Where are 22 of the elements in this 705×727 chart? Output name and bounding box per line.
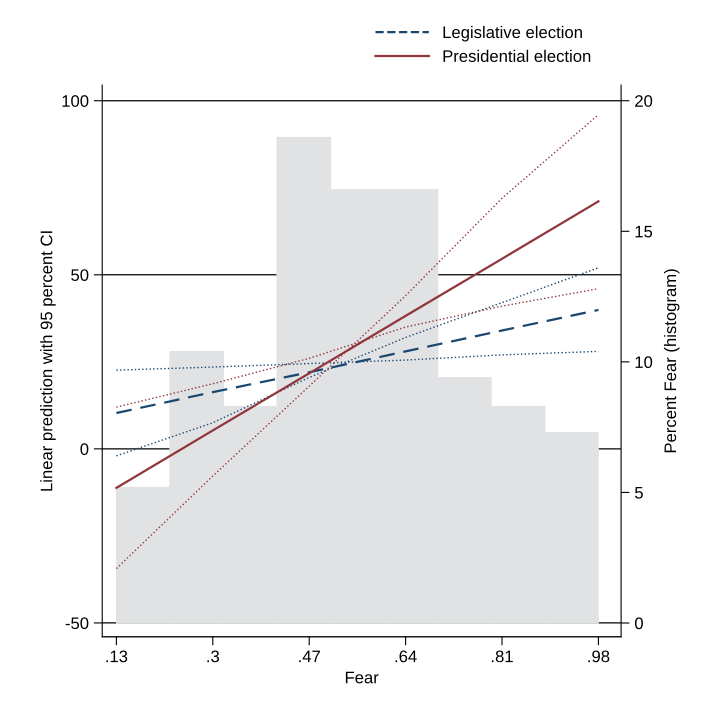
y2-tick-label: 0 [634, 617, 643, 630]
x-tick-label: .13 [106, 650, 128, 662]
line-series [116, 267, 600, 457]
y2-tick-label: 5 [634, 487, 643, 499]
x-axis-title: Fear [346, 672, 379, 684]
x-tick-label: .47 [299, 650, 320, 662]
y2-axis-title: Percent Fear (histogram) [664, 269, 680, 452]
legend-label: Legislative election [444, 26, 582, 42]
y2-tick-label: 15 [636, 226, 652, 238]
x-tick-label: .64 [396, 650, 417, 662]
x-tick-label: .3 [207, 650, 220, 662]
y-tick-label: -50 [66, 617, 88, 630]
x-tick-label: .98 [588, 650, 610, 662]
x-tick-label: .81 [492, 650, 513, 662]
y2-tick-label: 20 [635, 95, 652, 107]
y2-tick-label: 10 [636, 356, 652, 368]
y-tick-label: 50 [71, 269, 88, 281]
y-axis-title: Linear prediction with 95 percent CI [40, 231, 56, 491]
line-series [116, 114, 600, 570]
y-tick-label: 100 [62, 95, 88, 107]
legend-label: Presidential election [444, 50, 590, 62]
y-tick-label: 0 [80, 443, 88, 456]
